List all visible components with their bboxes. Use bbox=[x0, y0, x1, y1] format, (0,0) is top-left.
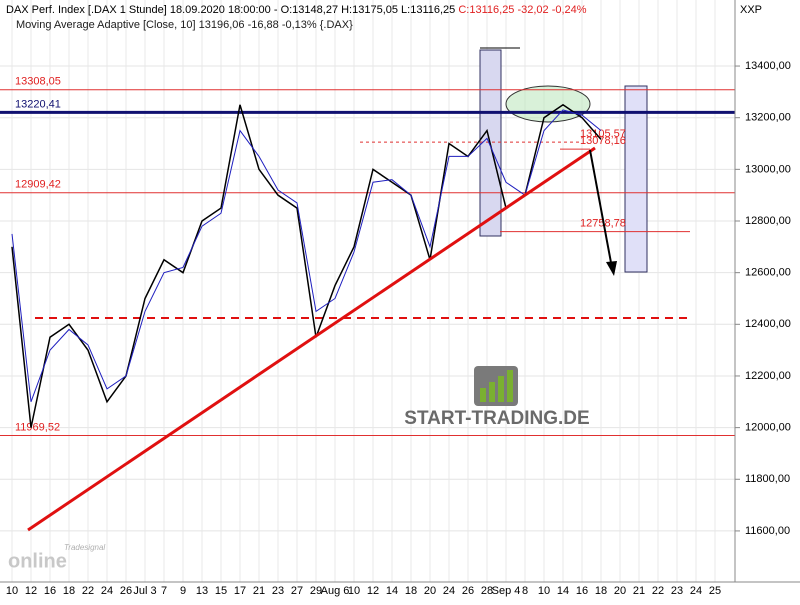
y-tick-label: 13200,00 bbox=[745, 112, 791, 124]
x-tick-label: 10 bbox=[348, 585, 360, 597]
x-tick-label: Sep 4 bbox=[492, 585, 521, 597]
indicator-name: Moving Average Adaptive [Close, 10] bbox=[16, 19, 196, 31]
x-tick-label: 26 bbox=[120, 585, 132, 597]
x-tick-label: 20 bbox=[424, 585, 436, 597]
x-tick-label: 22 bbox=[652, 585, 664, 597]
x-tick-label: 28 bbox=[481, 585, 493, 597]
x-tick-label: 21 bbox=[253, 585, 265, 597]
axis-title: XXP bbox=[740, 4, 762, 16]
watermark-logo bbox=[474, 366, 518, 406]
x-tick-label: 27 bbox=[291, 585, 303, 597]
x-tick-label: 23 bbox=[272, 585, 284, 597]
arrow-head bbox=[606, 261, 617, 276]
y-axis-panel bbox=[735, 0, 800, 600]
x-tick-label: 16 bbox=[44, 585, 56, 597]
y-tick-label: 12600,00 bbox=[745, 267, 791, 279]
y-tick-label: 12200,00 bbox=[745, 370, 791, 382]
level-label: 13105,57 bbox=[580, 128, 626, 140]
x-tick-label: 24 bbox=[690, 585, 702, 597]
price-line bbox=[11, 103, 602, 428]
x-tick-label: 14 bbox=[386, 585, 398, 597]
price-line bbox=[11, 109, 602, 402]
y-tick-label: 12800,00 bbox=[745, 215, 791, 227]
x-tick-label: 7 bbox=[161, 585, 167, 597]
x-tick-label: 12 bbox=[367, 585, 379, 597]
x-tick-label: 24 bbox=[101, 585, 113, 597]
x-tick-label: 17 bbox=[234, 585, 246, 597]
x-tick-label: 14 bbox=[557, 585, 569, 597]
y-tick-label: 12000,00 bbox=[745, 422, 791, 434]
header-indicator: Moving Average Adaptive [Close, 10] 1319… bbox=[16, 19, 353, 31]
x-tick-label: 26 bbox=[462, 585, 474, 597]
x-tick-label: Aug 6 bbox=[321, 585, 350, 597]
y-tick-label: 13000,00 bbox=[745, 163, 791, 175]
arrow bbox=[589, 149, 613, 269]
x-tick-label: 15 bbox=[215, 585, 227, 597]
target-box bbox=[624, 85, 648, 273]
level-label: 13078,16 bbox=[580, 135, 626, 147]
header-change: C:13116,25 -32,02 -0,24% bbox=[458, 4, 586, 16]
x-tick-label: 24 bbox=[443, 585, 455, 597]
x-tick-label: 8 bbox=[522, 585, 528, 597]
x-tick-label: 9 bbox=[180, 585, 186, 597]
x-tick-label: Jul 3 bbox=[133, 585, 156, 597]
x-tick-label: 12 bbox=[25, 585, 37, 597]
indicator-value: 13196,06 -16,88 -0,13% {.DAX} bbox=[199, 19, 353, 31]
x-tick-label: 16 bbox=[576, 585, 588, 597]
y-tick-label: 11800,00 bbox=[745, 473, 790, 485]
x-tick-label: 18 bbox=[405, 585, 417, 597]
x-tick-label: 25 bbox=[709, 585, 721, 597]
x-tick-label: 10 bbox=[538, 585, 550, 597]
header-instrument: DAX Perf. Index [.DAX 1 Stunde] 18.09.20… bbox=[6, 4, 587, 16]
x-tick-label: 29 bbox=[310, 585, 322, 597]
consolidation-ellipse bbox=[505, 85, 591, 123]
y-tick-label: 13400,00 bbox=[745, 60, 791, 72]
level-label: 12909,42 bbox=[15, 179, 61, 191]
level-label: 13308,05 bbox=[15, 76, 61, 88]
x-tick-label: 10 bbox=[6, 585, 18, 597]
y-tick-label: 11600,00 bbox=[745, 525, 790, 537]
x-tick-label: 22 bbox=[82, 585, 94, 597]
x-tick-label: 20 bbox=[614, 585, 626, 597]
trendline bbox=[27, 146, 596, 532]
x-tick-label: 21 bbox=[633, 585, 645, 597]
x-tick-label: 18 bbox=[63, 585, 75, 597]
watermark: START-TRADING.DE bbox=[404, 408, 589, 429]
logo-small: Tradesignal bbox=[64, 543, 105, 552]
x-tick-label: 18 bbox=[595, 585, 607, 597]
logo: online bbox=[8, 550, 67, 572]
level-label: 11969,52 bbox=[15, 421, 60, 433]
x-tick-label: 23 bbox=[671, 585, 683, 597]
y-tick-label: 12400,00 bbox=[745, 318, 791, 330]
x-tick-label: 13 bbox=[196, 585, 208, 597]
header-ohlc: DAX Perf. Index [.DAX 1 Stunde] 18.09.20… bbox=[6, 4, 455, 16]
level-label: 13220,41 bbox=[15, 98, 61, 110]
